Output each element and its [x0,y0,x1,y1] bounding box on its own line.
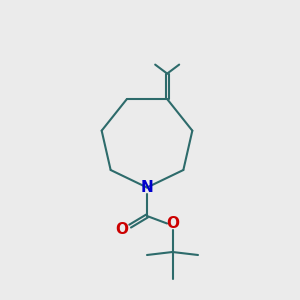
Text: N: N [141,180,153,195]
Text: O: O [116,222,129,237]
Text: O: O [166,216,179,231]
